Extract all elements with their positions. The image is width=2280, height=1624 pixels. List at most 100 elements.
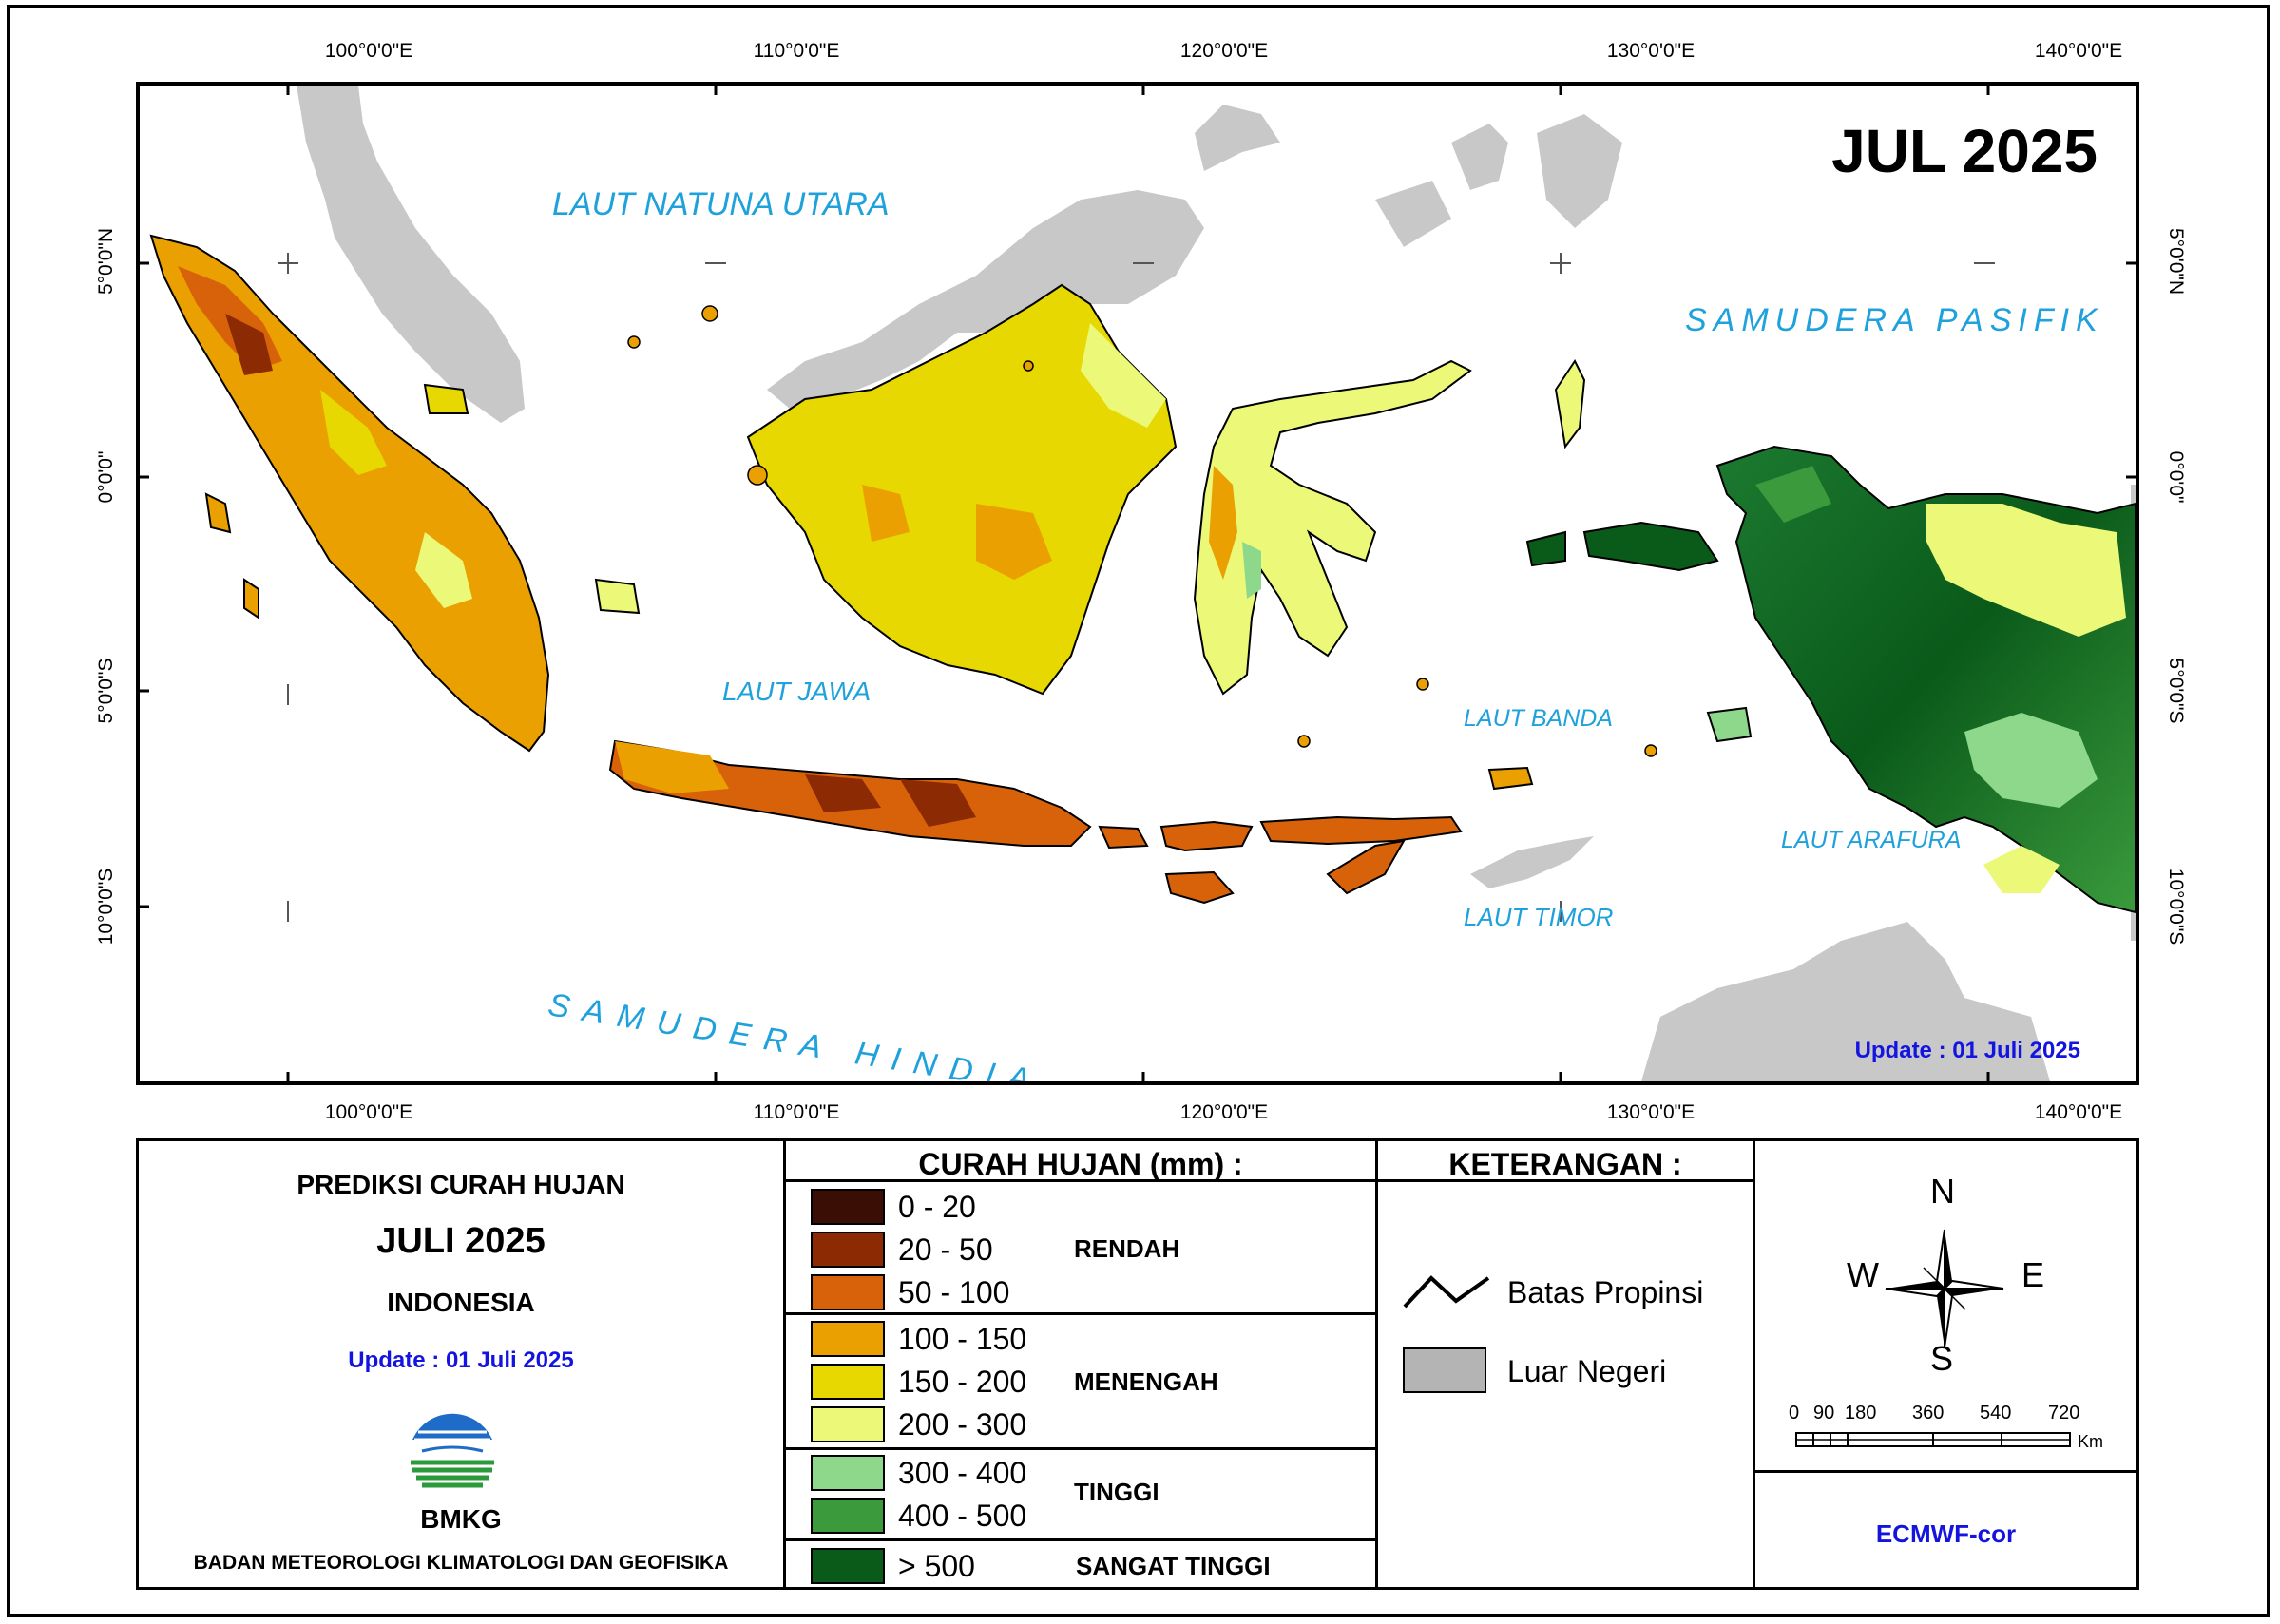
foreign-land-swatch	[1403, 1347, 1486, 1393]
scale-540: 540	[1980, 1403, 2012, 1423]
nusa-tenggara	[1098, 815, 1463, 905]
philippines-1	[1451, 124, 1508, 190]
legend-swatch	[811, 1498, 885, 1534]
lon-label-bottom-120: 120°0'0"E	[1179, 1101, 1269, 1123]
lon-label-top-110: 110°0'0"E	[753, 40, 840, 62]
philippines-mindanao	[1537, 114, 1622, 228]
compass-s: S	[1930, 1339, 1954, 1378]
info-period: JULI 2025	[376, 1221, 546, 1261]
lon-label-top-140: 140°0'0"E	[2034, 40, 2123, 62]
scale-360: 360	[1912, 1403, 1945, 1423]
outer-border	[7, 5, 2270, 1617]
map-canvas	[140, 86, 2136, 1081]
legend-swatch	[811, 1232, 885, 1268]
legend-group-line-1	[786, 1312, 1375, 1315]
model-line	[1755, 1470, 2136, 1473]
lon-label-bottom-100: 100°0'0"E	[324, 1101, 413, 1123]
legend-range-label: 200 - 300	[898, 1407, 1027, 1442]
agency-name: BADAN METEOROLOGI KLIMATOLOGI DAN GEOFIS…	[193, 1552, 729, 1574]
australia	[1641, 922, 2050, 1081]
group-menengah: MENENGAH	[1074, 1367, 1218, 1396]
sea-label-jawa: LAUT JAWA	[722, 677, 872, 706]
keterangan-header-line	[1378, 1179, 1753, 1182]
lat-label-right-0: 0°0'0"	[2165, 450, 2187, 504]
kalimantan	[746, 283, 1178, 696]
lat-label-left-0: 0°0'0"	[95, 450, 117, 504]
bmkg-logo	[405, 1405, 500, 1500]
province-boundary-icon	[1403, 1275, 1490, 1309]
graticule	[278, 253, 1995, 922]
malay-peninsula	[297, 86, 525, 423]
scale-180: 180	[1845, 1403, 1877, 1423]
legend-range-label: 20 - 50	[898, 1232, 993, 1267]
lon-label-bottom-130: 130°0'0"E	[1606, 1101, 1696, 1123]
sea-label-natuna: LAUT NATUNA UTARA	[552, 186, 890, 222]
legend-header: CURAH HUJAN (mm) :	[918, 1147, 1243, 1181]
legend-swatch	[811, 1364, 885, 1400]
legend-box: PREDIKSI CURAH HUJAN JULI 2025 INDONESIA…	[136, 1138, 2139, 1590]
north-borneo	[767, 190, 1204, 413]
group-rendah: RENDAH	[1074, 1234, 1180, 1263]
legend-swatch	[811, 1406, 885, 1442]
divider-2	[1375, 1141, 1378, 1587]
scale-0: 0	[1789, 1403, 1800, 1423]
sulawesi	[1193, 359, 1472, 696]
legend-range-label: 400 - 500	[898, 1499, 1027, 1533]
legend-group-line-3	[786, 1538, 1375, 1541]
sea-label-timor: LAUT TIMOR	[1464, 903, 1614, 931]
legend-range-label: > 500	[898, 1549, 975, 1583]
papua	[1715, 445, 2136, 914]
north-borneo-tip	[1195, 105, 1280, 171]
lon-label-top-120: 120°0'0"E	[1179, 40, 1269, 62]
sea-label-banda: LAUT BANDA	[1464, 705, 1613, 732]
lat-label-left-5n: 5°0'0"N	[95, 227, 117, 296]
compass-icon	[1885, 1229, 2004, 1348]
philippines-2	[1375, 181, 1451, 247]
legend-swatch	[811, 1274, 885, 1310]
scale-unit: Km	[2078, 1432, 2103, 1451]
map-update-text: Update : 01 Juli 2025	[1854, 1038, 2080, 1063]
legend-swatch	[811, 1321, 885, 1357]
info-title: PREDIKSI CURAH HUJAN	[297, 1170, 625, 1199]
divider-3	[1753, 1141, 1755, 1587]
keterangan-luar: Luar Negeri	[1507, 1354, 1667, 1388]
legend-range-label: 50 - 100	[898, 1275, 1010, 1309]
sea-label-pasifik: SAMUDERA PASIFIK	[1685, 302, 2104, 338]
lat-label-right-5s: 5°0'0"S	[2165, 658, 2187, 724]
java	[608, 739, 1092, 847]
scale-720: 720	[2048, 1403, 2080, 1423]
compass-e: E	[2021, 1255, 2045, 1294]
info-region: INDONESIA	[387, 1288, 535, 1317]
keterangan-header: KETERANGAN :	[1448, 1147, 1682, 1181]
legend-group-line-2	[786, 1447, 1375, 1450]
legend-swatch	[811, 1548, 885, 1584]
legend-header-line	[786, 1179, 1375, 1182]
lat-label-left-10s: 10°0'0"S	[95, 868, 117, 946]
lat-label-right-10s: 10°0'0"S	[2165, 868, 2187, 946]
timor-leste	[1470, 836, 1594, 888]
legend-range-label: 150 - 200	[898, 1365, 1027, 1399]
keterangan-batas: Batas Propinsi	[1507, 1275, 1704, 1309]
divider-1	[783, 1141, 786, 1587]
compass-n: N	[1930, 1172, 1955, 1211]
lon-label-top-130: 130°0'0"E	[1606, 40, 1696, 62]
map-title: JUL 2025	[1831, 117, 2098, 185]
bmkg-logo-text: BMKG	[420, 1504, 502, 1534]
lat-label-left-5s: 5°0'0"S	[95, 658, 117, 724]
sea-label-arafura: LAUT ARAFURA	[1781, 827, 1962, 853]
lon-label-bottom-140: 140°0'0"E	[2034, 1101, 2123, 1123]
legend-range-label: 300 - 400	[898, 1456, 1027, 1490]
lat-label-right-5n: 5°0'0"N	[2165, 227, 2187, 296]
map-frame[interactable]: LAUT NATUNA UTARA SAMUDERA PASIFIK LAUT …	[136, 82, 2139, 1085]
legend-range-label: 0 - 20	[898, 1190, 976, 1224]
scale-90: 90	[1813, 1403, 1835, 1423]
sumatra	[149, 234, 641, 753]
group-sangat-tinggi: SANGAT TINGGI	[1076, 1552, 1271, 1580]
model-name: ECMWF-cor	[1875, 1519, 2017, 1548]
group-tinggi: TINGGI	[1074, 1478, 1159, 1506]
legend-swatch	[811, 1189, 885, 1225]
scale-bar	[1795, 1432, 2071, 1447]
info-update: Update : 01 Juli 2025	[348, 1347, 574, 1373]
lon-label-top-100: 100°0'0"E	[324, 40, 413, 62]
legend-range-label: 100 - 150	[898, 1322, 1027, 1356]
